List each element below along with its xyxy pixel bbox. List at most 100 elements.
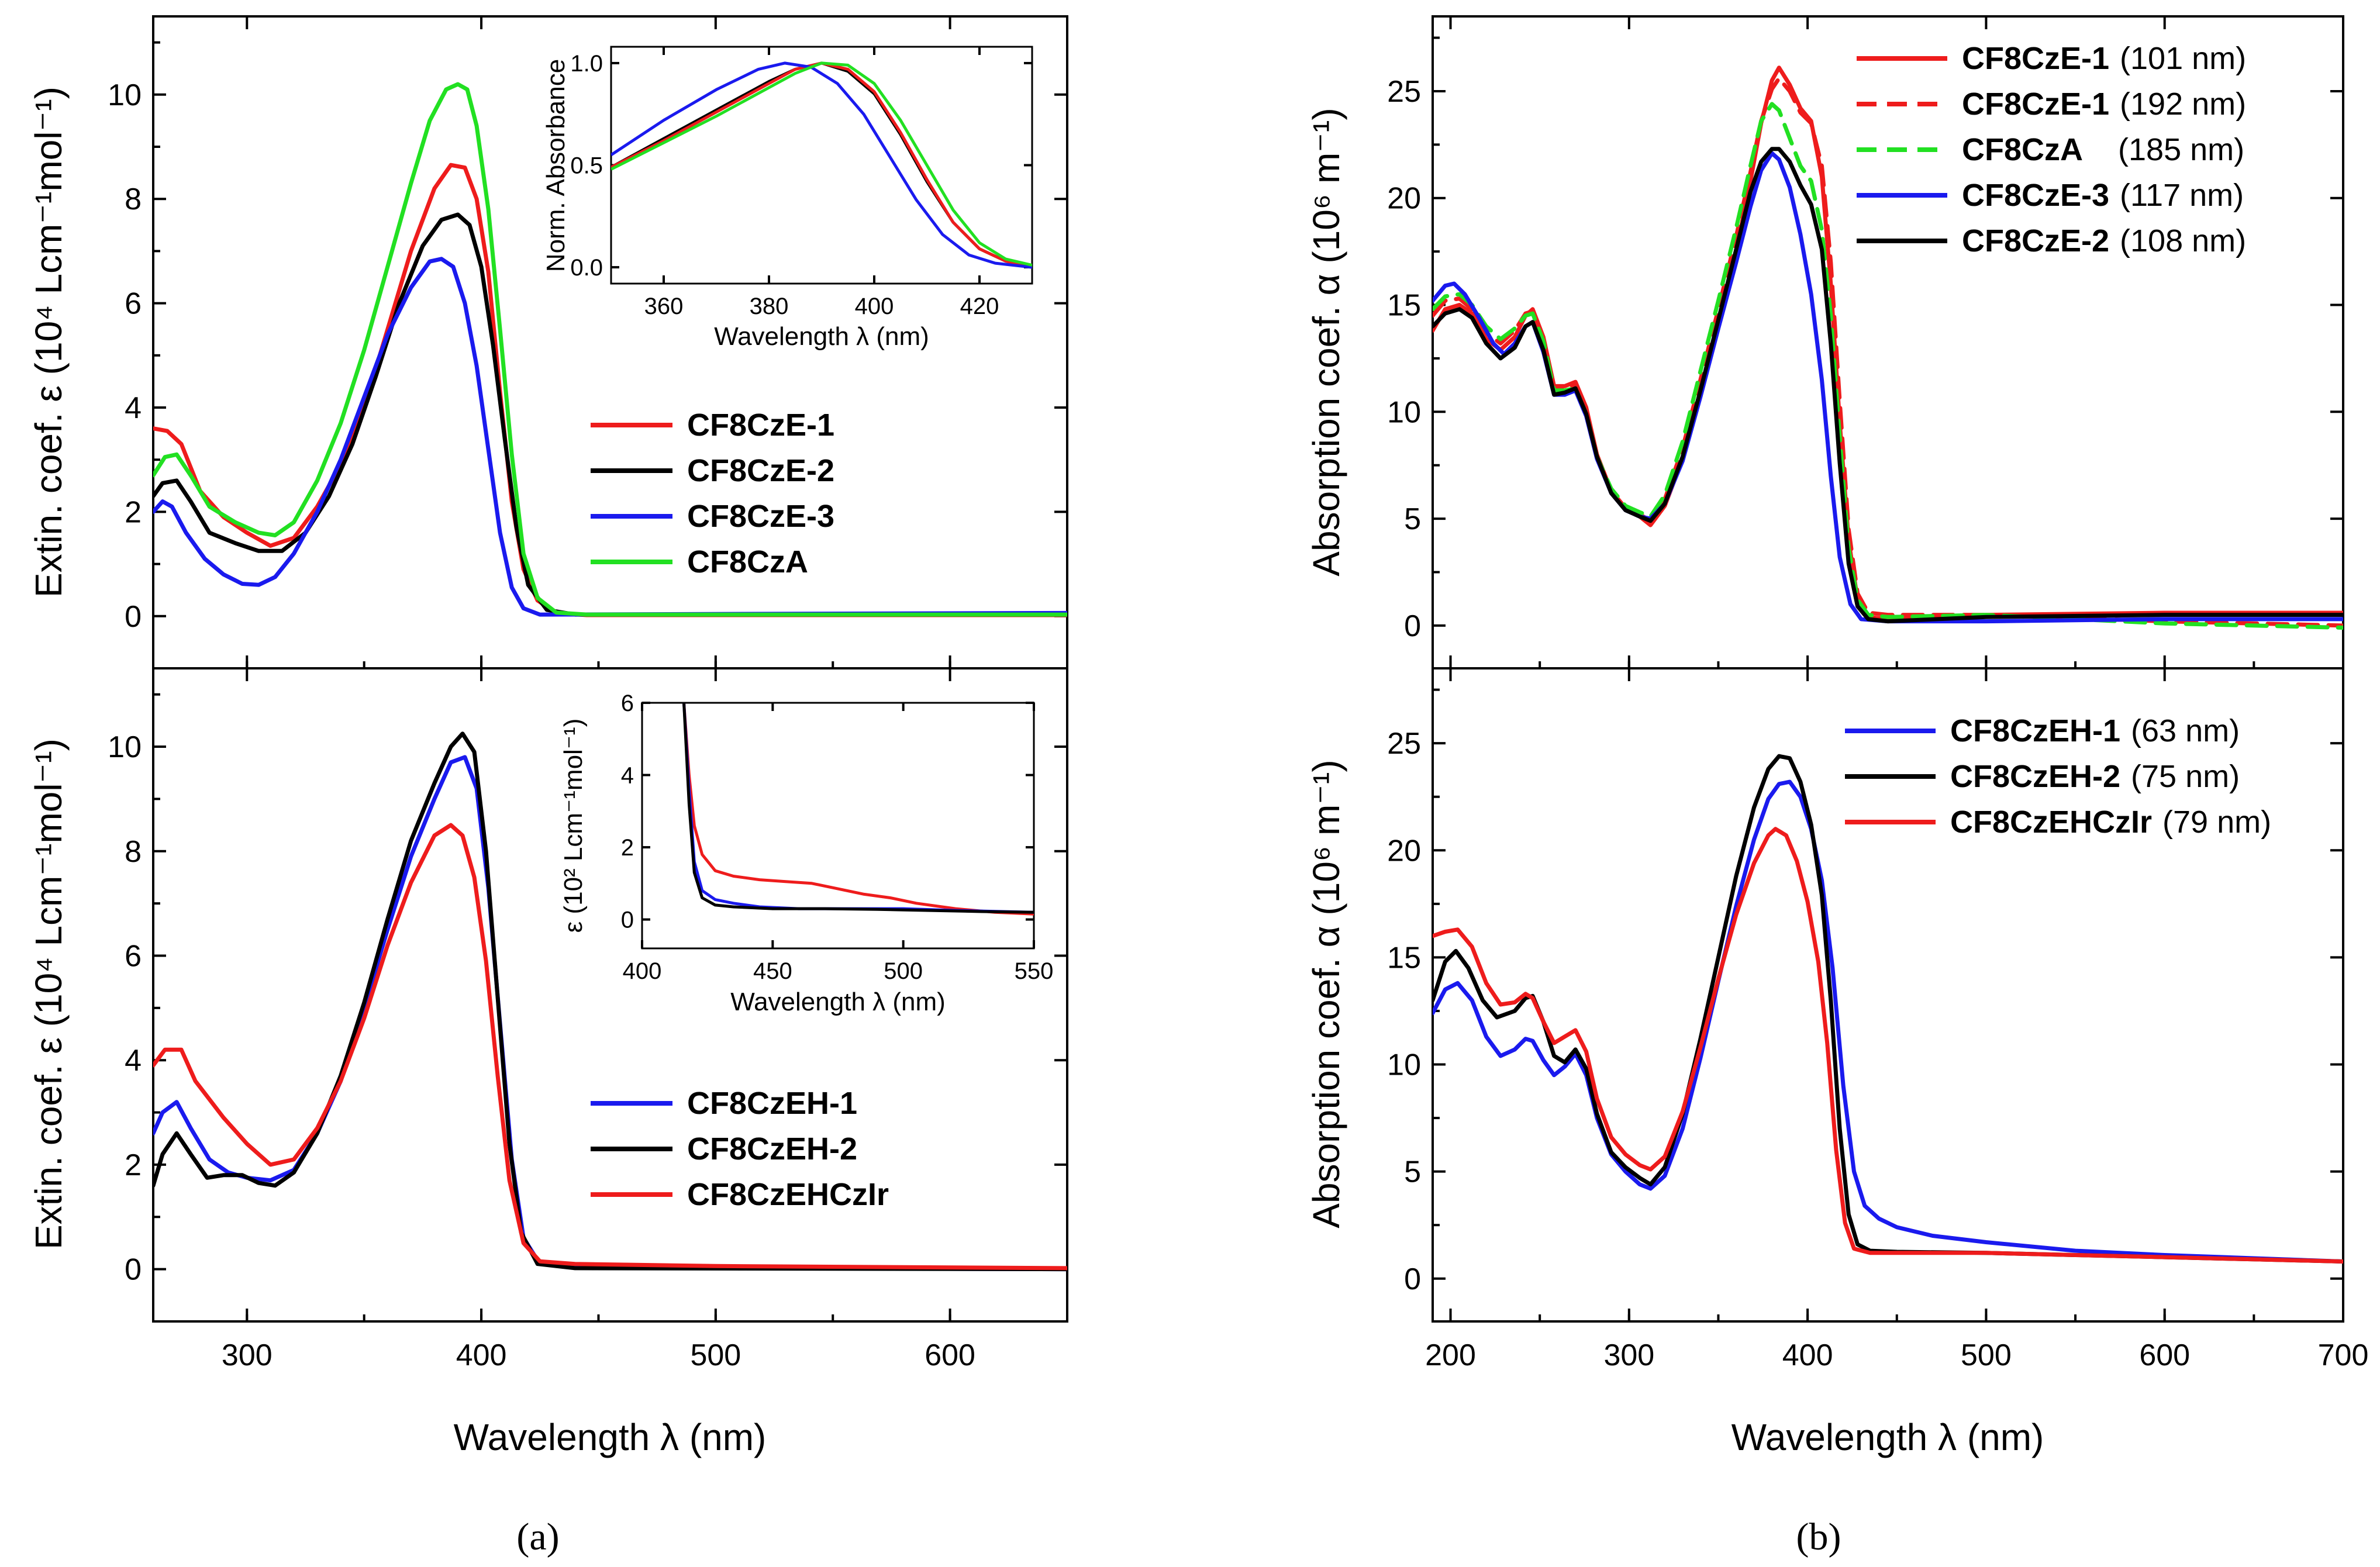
y-tick-label: 0 (1404, 609, 1421, 643)
x-tick-label: 300 (1603, 1338, 1654, 1372)
x-tick-label: 300 (222, 1338, 273, 1372)
panel-label-a: (a) (516, 1516, 559, 1558)
plot-b-top-ticks: 0 5 10 15 20 25 (1387, 16, 2344, 668)
x-tick-label: 600 (925, 1338, 975, 1372)
inset-series-line (682, 703, 1034, 914)
legend-label: CF8CzEH-2 (687, 1131, 857, 1166)
y-tick-label: 5 (1404, 502, 1421, 536)
x-tick-label: 700 (2318, 1338, 2369, 1372)
inset-x-tick-label: 450 (753, 958, 792, 984)
legend-label: CF8CzE-2 (687, 453, 834, 488)
inset-a-bottom-ticks: 400 450 500 550 0 2 4 6 (621, 691, 1054, 984)
plot-b-bottom-legend: CF8CzEH-1 (63 nm) CF8CzEH-2 (75 nm) CF8CzEHC… (1845, 713, 2271, 840)
series-line-cf8czehczir (153, 823, 1067, 1271)
inset-a-top-xlabel: Wavelength λ (nm) (714, 322, 929, 351)
plot-a-bottom-xlabel: Wavelength λ (nm) (454, 1416, 767, 1458)
legend-extra: (101 nm) (2120, 41, 2246, 76)
inset-a-top-frame (610, 46, 1033, 285)
legend-label: CF8CzE-2 (1962, 223, 2109, 258)
inset-a-bottom: 400 450 500 550 0 2 4 6 Wavelength λ (nm) ε (10… (559, 691, 1053, 1016)
series-line-cf8czeh-2 (153, 731, 1067, 1272)
series-line-cf8cza (153, 82, 1067, 617)
series-line-cf8czeh-1 (1433, 779, 2343, 1264)
inset-a-bottom-lines (682, 703, 1034, 916)
legend-label: CF8CzEH-1 (1950, 713, 2120, 748)
inset-x-tick-label: 550 (1015, 958, 1054, 984)
inset-y-tick-label: 1.0 (570, 51, 603, 77)
inset-a-bottom-xlabel: Wavelength λ (nm) (730, 988, 946, 1016)
legend-label: CF8CzE-1 (687, 408, 834, 443)
legend-extra: (79 nm) (2162, 805, 2271, 840)
y-tick-label: 6 (125, 939, 142, 973)
plot-a-bottom-frame (152, 667, 1068, 1323)
inset-x-tick-label: 500 (884, 958, 923, 984)
y-tick-label: 25 (1387, 727, 1421, 761)
legend-label: CF8CzE-1 (1962, 87, 2109, 122)
series-line-cf8czehczir (1433, 827, 2343, 1264)
plot-a-bottom-ylabel: Extin. coef. ε (10⁴ Lcm⁻¹mol⁻¹) (27, 738, 70, 1250)
inset-x-tick-label: 400 (623, 958, 662, 984)
legend-label: CF8CzEH-1 (687, 1086, 857, 1121)
legend-label: CF8CzE-3 (1962, 178, 2109, 213)
y-tick-label: 5 (1404, 1155, 1421, 1189)
plot-a-bottom: 300 400 500 600 0 2 4 6 8 10 Extin. coef. ε (10⁴ … (27, 667, 1068, 1458)
plot-a-bottom-lines (153, 731, 1067, 1272)
series-line-cf8cze-2 (153, 212, 1067, 617)
legend-label: CF8CzE-3 (687, 499, 834, 534)
inset-series-line (611, 61, 1032, 267)
plot-b-bottom-ylabel: Absorption coef. α (10⁶ m⁻¹) (1305, 760, 1347, 1228)
inset-series-line (611, 61, 1032, 269)
series-line-cf8cza (1433, 102, 2343, 630)
inset-series-line (611, 61, 1032, 269)
y-tick-label: 10 (1387, 395, 1421, 429)
plot-a-top-ylabel: Extin. coef. ε (10⁴ Lcm⁻¹mol⁻¹) (27, 87, 70, 598)
plot-b-bottom: 200 300 400 500 600 700 0 5 10 15 20 25 Absorption … (1305, 667, 2369, 1458)
legend-extra: (117 nm) (2120, 178, 2244, 213)
y-tick-label: 2 (125, 495, 142, 529)
y-tick-label: 8 (125, 182, 142, 216)
y-tick-label: 20 (1387, 182, 1421, 216)
plot-b-bottom-lines (1433, 754, 2343, 1264)
y-tick-label: 0 (125, 1253, 142, 1287)
legend-label: CF8CzEHCzIr (1950, 805, 2152, 840)
legend-extra: (192 nm) (2120, 87, 2246, 122)
inset-y-tick-label: 6 (621, 691, 634, 716)
inset-a-top-lines (611, 61, 1032, 269)
y-tick-label: 10 (108, 730, 142, 764)
panel-label-b: (b) (1796, 1516, 1841, 1558)
series-line-cf8cze-2 (1433, 147, 2343, 624)
y-tick-label: 0 (125, 600, 142, 634)
plot-b-bottom-xlabel: Wavelength λ (nm) (1731, 1416, 2044, 1458)
x-tick-label: 500 (690, 1338, 741, 1372)
y-tick-label: 4 (125, 391, 142, 425)
inset-y-tick-label: 0.5 (570, 153, 603, 179)
x-tick-label: 400 (456, 1338, 507, 1372)
legend-label: CF8CzA (687, 544, 808, 579)
y-tick-label: 4 (125, 1044, 142, 1078)
inset-a-bottom-ylabel: ε (10² Lcm⁻¹mol⁻¹) (559, 719, 588, 933)
plot-a-top-legend: CF8CzE-1 CF8CzE-2 CF8CzE-3 CF8CzA (591, 408, 834, 579)
x-tick-label: 200 (1425, 1338, 1476, 1372)
plot-b-top-lines (1433, 65, 2343, 630)
plot-b-top-ylabel: Absorption coef. α (10⁶ m⁻¹) (1305, 108, 1347, 576)
inset-x-tick-label: 380 (750, 294, 789, 319)
inset-x-tick-label: 400 (855, 294, 894, 319)
y-tick-label: 8 (125, 835, 142, 869)
y-tick-label: 10 (1387, 1048, 1421, 1082)
legend-extra: (185 nm) (2118, 132, 2244, 167)
legend-extra: (75 nm) (2131, 759, 2240, 794)
y-tick-label: 2 (125, 1148, 142, 1182)
y-tick-label: 25 (1387, 75, 1421, 109)
y-tick-label: 10 (108, 78, 142, 112)
x-tick-label: 500 (1961, 1338, 2012, 1372)
y-tick-label: 15 (1387, 289, 1421, 323)
inset-y-tick-label: 0 (621, 907, 634, 933)
inset-series-line (682, 703, 1034, 916)
inset-y-tick-label: 2 (621, 835, 634, 861)
inset-a-top-ylabel: Norm. Absorbance (541, 59, 570, 272)
y-tick-label: 20 (1387, 834, 1421, 868)
x-tick-label: 400 (1782, 1338, 1833, 1372)
